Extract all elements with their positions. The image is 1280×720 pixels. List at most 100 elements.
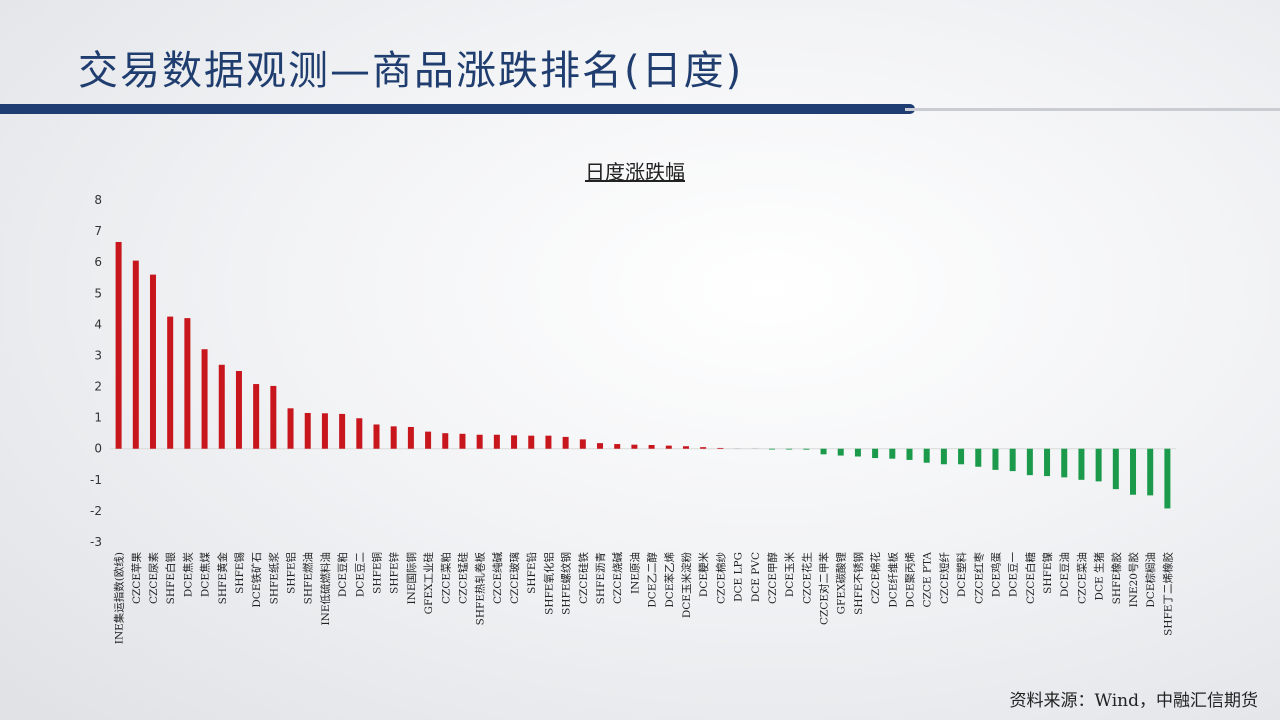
category-label: CZCE尿素 bbox=[147, 552, 160, 604]
category-label: CZCE菜油 bbox=[1075, 552, 1088, 604]
category-label: SHFE黄金 bbox=[216, 552, 229, 605]
bar-47 bbox=[906, 448, 913, 460]
category-label: SHFE锌 bbox=[388, 552, 401, 594]
category-label: DCE豆二 bbox=[354, 552, 366, 597]
category-label: DCE粳米 bbox=[697, 552, 710, 598]
bar-37 bbox=[734, 447, 741, 449]
bar-33 bbox=[665, 445, 672, 449]
bar-42 bbox=[820, 448, 827, 455]
category-label: SHFE纸浆 bbox=[267, 552, 280, 605]
bar-28 bbox=[579, 439, 586, 449]
header-band bbox=[0, 104, 905, 114]
category-label: INE低硫燃料油 bbox=[319, 552, 332, 626]
y-tick-label: 8 bbox=[94, 193, 102, 207]
y-tick-label: 1 bbox=[94, 411, 102, 425]
y-tick-label: -1 bbox=[90, 473, 102, 487]
title-bar: 交易数据观测—商品涨跌排名(日度) bbox=[0, 0, 1280, 120]
page-title: 交易数据观测—商品涨跌排名(日度) bbox=[78, 48, 744, 94]
category-label: SHFE不锈钢 bbox=[852, 552, 865, 615]
bar-51 bbox=[975, 448, 982, 467]
category-label: CZCE棉花 bbox=[869, 552, 882, 605]
bar-26 bbox=[545, 435, 552, 449]
y-tick-label: 3 bbox=[94, 348, 102, 362]
category-label: INE集运指数(欧线) bbox=[113, 552, 126, 644]
category-label: INE国际铜 bbox=[406, 552, 418, 605]
category-label: CZCE锰硅 bbox=[456, 552, 469, 605]
category-label: DCE玉米淀粉 bbox=[680, 552, 693, 619]
bar-7 bbox=[218, 364, 225, 449]
category-label: DCE焦炭 bbox=[181, 552, 194, 598]
category-label: DCE 生猪 bbox=[1093, 552, 1106, 601]
bar-62 bbox=[1164, 448, 1171, 509]
header-rule bbox=[905, 108, 1280, 111]
category-label: SHFE沥青 bbox=[594, 552, 607, 604]
category-label: DCE铁矿石 bbox=[250, 552, 263, 608]
bar-34 bbox=[682, 446, 689, 449]
category-label: DCE纤维板 bbox=[886, 552, 899, 608]
bar-46 bbox=[889, 448, 896, 459]
bar-9 bbox=[253, 384, 260, 449]
category-label: DCE鸡蛋 bbox=[989, 552, 1002, 598]
bar-35 bbox=[700, 447, 707, 449]
category-label: SHFE铝 bbox=[285, 552, 298, 594]
category-label: SHFE铅 bbox=[525, 552, 538, 594]
category-label: CZCE苹果 bbox=[130, 552, 143, 605]
category-label: DCE塑料 bbox=[955, 552, 968, 598]
bar-30 bbox=[614, 444, 621, 449]
bar-14 bbox=[339, 413, 346, 449]
bar-12 bbox=[304, 412, 311, 449]
category-label: DCE苯乙烯 bbox=[663, 552, 676, 608]
category-label: CZCE红枣 bbox=[972, 552, 985, 605]
category-label: DCE乙二醇 bbox=[646, 552, 659, 608]
category-label: SHFE镍 bbox=[1041, 552, 1054, 594]
category-label: SHFE铜 bbox=[372, 552, 384, 594]
category-label: SHFE丁二烯橡胶 bbox=[1161, 552, 1174, 636]
category-label: CZCE甲醇 bbox=[766, 552, 779, 605]
chart-title: 日度涨跌幅 bbox=[585, 160, 685, 184]
category-label: DCE焦煤 bbox=[199, 552, 212, 598]
category-label: SHFE锡 bbox=[233, 552, 246, 594]
y-tick-label: 0 bbox=[94, 442, 102, 456]
bar-40 bbox=[786, 448, 793, 450]
category-label: CZCE花生 bbox=[800, 552, 813, 604]
y-tick-label: 5 bbox=[94, 286, 102, 300]
bar-8 bbox=[235, 371, 242, 449]
bar-18 bbox=[407, 426, 414, 449]
bar-53 bbox=[1009, 448, 1016, 472]
bar-60 bbox=[1130, 448, 1137, 495]
bar-17 bbox=[390, 426, 397, 449]
category-label: CZCE棉纱 bbox=[714, 552, 727, 605]
y-tick-label: 7 bbox=[94, 224, 102, 238]
bar-32 bbox=[648, 444, 655, 449]
bar-49 bbox=[940, 448, 947, 465]
category-label: CZCE烧碱 bbox=[611, 552, 624, 605]
category-label: SHFE热轧卷板 bbox=[474, 552, 487, 626]
category-label: DCE豆油 bbox=[1058, 552, 1071, 597]
category-label: DCE LPG bbox=[733, 552, 745, 602]
bar-13 bbox=[321, 413, 328, 449]
bar-25 bbox=[528, 435, 535, 449]
bar-21 bbox=[459, 433, 466, 449]
category-label: CZCE PTA bbox=[922, 552, 934, 608]
category-label: CZCE短纤 bbox=[938, 552, 951, 605]
y-tick-label: 2 bbox=[94, 380, 102, 394]
y-tick-label: 4 bbox=[94, 317, 102, 331]
bar-41 bbox=[803, 448, 810, 450]
bar-36 bbox=[717, 447, 724, 449]
bar-1 bbox=[115, 241, 122, 449]
category-label: DCE聚丙烯 bbox=[904, 552, 917, 608]
bar-20 bbox=[442, 433, 449, 449]
category-label: SHFE橡胶 bbox=[1110, 552, 1123, 605]
bar-29 bbox=[597, 443, 604, 449]
bar-4 bbox=[167, 316, 174, 449]
bar-5 bbox=[184, 318, 191, 449]
bar-23 bbox=[493, 434, 500, 449]
bar-58 bbox=[1095, 448, 1102, 482]
category-label: CZCE纯碱 bbox=[491, 552, 504, 605]
bar-52 bbox=[992, 448, 999, 470]
y-tick-label: -2 bbox=[90, 504, 102, 518]
bar-55 bbox=[1044, 448, 1051, 477]
category-label: INE原油 bbox=[628, 552, 641, 594]
category-label: DCE棕榈油 bbox=[1144, 552, 1157, 608]
